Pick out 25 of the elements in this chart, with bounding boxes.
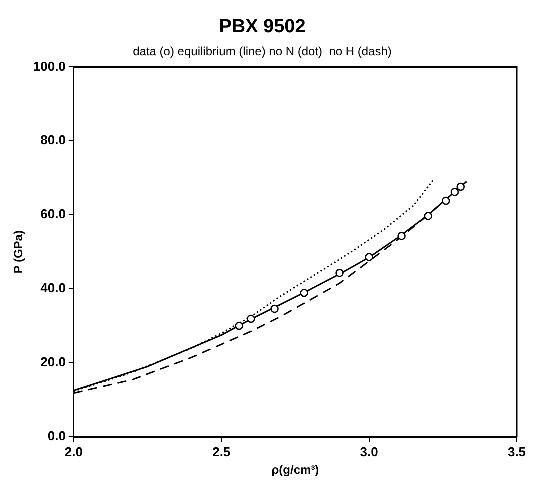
point xyxy=(424,212,433,220)
point xyxy=(365,253,374,262)
x-tick-label: 2.5 xyxy=(212,444,231,460)
x-tick-label: 2.0 xyxy=(64,444,83,460)
chart-title: PBX 9502 xyxy=(219,16,306,38)
point xyxy=(270,304,279,314)
point xyxy=(235,322,244,330)
y-tick-label: 20.0 xyxy=(40,354,66,370)
point xyxy=(456,182,466,192)
point xyxy=(300,289,308,298)
point xyxy=(450,188,460,196)
chart-subtitle: data (o) equilibrium (line) no N (dot) no H (dash) xyxy=(133,44,392,58)
y-tick-label: 40.0 xyxy=(40,280,66,296)
y-tick-label: 0.0 xyxy=(48,428,66,444)
point xyxy=(398,232,406,240)
point xyxy=(336,269,344,278)
point xyxy=(442,196,450,206)
y-tick-label: 80.0 xyxy=(40,132,66,148)
x-tick-label: 3.0 xyxy=(360,444,378,460)
point xyxy=(247,314,256,324)
y-tick-label: 60.0 xyxy=(40,206,66,222)
x-axis-title: ρ(g/cm³) xyxy=(272,463,320,478)
y-tick-label: 100.0 xyxy=(33,58,66,74)
y-axis-title: P (GPa) xyxy=(12,230,26,274)
x-tick-label: 3.5 xyxy=(508,444,526,460)
